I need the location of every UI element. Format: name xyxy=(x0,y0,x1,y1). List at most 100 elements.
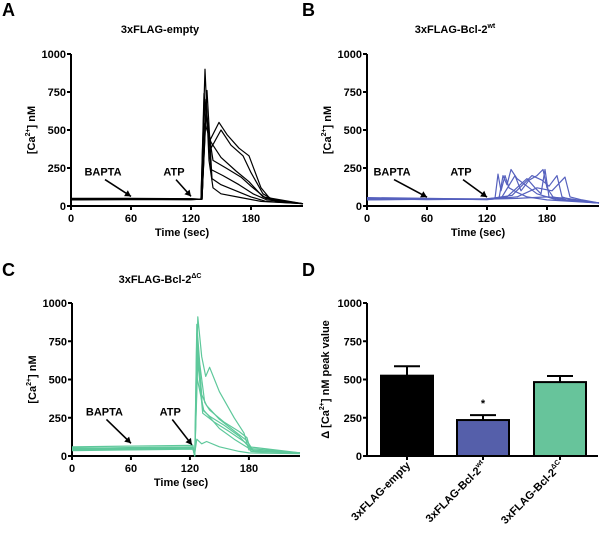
y-axis-label-part: ] nM xyxy=(322,106,334,129)
panel-a: A 0 250 500 750 1000 3xFLAG-empty 0 60 120 180 Time… xyxy=(2,0,304,239)
traces xyxy=(70,68,304,205)
y-tick-label: 250 xyxy=(48,163,66,175)
x-tick-label: 60 xyxy=(125,463,137,475)
trace-line xyxy=(71,438,301,455)
y-tick-label: 250 xyxy=(344,413,362,425)
trace-line xyxy=(70,92,304,205)
y-axis-label: Δ [Ca2+] nM peak value xyxy=(319,320,332,439)
x-tick-label: 60 xyxy=(421,213,433,225)
y-axis-label: [Ca2+] nM xyxy=(26,355,39,403)
trace-line xyxy=(71,348,301,457)
y-tick-label: 0 xyxy=(356,451,362,463)
y-tick-label: 0 xyxy=(356,201,362,213)
chart-title: 3xFLAG-empty xyxy=(121,24,200,36)
y-axis-label-part: [Ca xyxy=(322,136,334,155)
chart-title-text: 3xFLAG-empty xyxy=(121,24,200,36)
y-tick-label: 750 xyxy=(48,87,66,99)
annotation-atp: ATP xyxy=(450,167,471,179)
panel-letter: B xyxy=(302,0,315,20)
arrow-head-icon xyxy=(124,436,131,444)
x-tick-label: 180 xyxy=(240,463,258,475)
bar xyxy=(380,374,434,457)
y-axis-label-sup: 2+ xyxy=(319,402,326,410)
arrow-head-icon xyxy=(184,189,191,197)
x-tick-label: 0 xyxy=(68,213,74,225)
category-label: 3xFLAG-Bcl-2wt xyxy=(423,458,490,525)
y-tick-label: 250 xyxy=(344,163,362,175)
y-tick-label: 750 xyxy=(344,336,362,348)
y-tick-label: 1000 xyxy=(42,49,66,61)
y-axis-label-part: ] nM peak value xyxy=(320,320,332,402)
x-axis-label: Time (sec) xyxy=(155,227,210,239)
trace-line xyxy=(70,68,304,205)
y-tick-label: 1000 xyxy=(338,49,362,61)
y-tick-label: 0 xyxy=(61,451,67,463)
bar xyxy=(456,419,510,458)
annotation-atp: ATP xyxy=(163,167,184,179)
trace-line xyxy=(366,196,600,204)
annotation-bapta: BAPTA xyxy=(84,167,121,179)
x-tick-label: 0 xyxy=(69,463,75,475)
y-axis-label-sup: 2+ xyxy=(26,378,33,386)
panel-letter: A xyxy=(2,0,15,20)
category-label-superscript: ΔC xyxy=(550,459,562,471)
traces xyxy=(71,316,301,457)
chart-title: 3xFLAG-Bcl-2ΔC xyxy=(119,273,202,286)
y-tick-label: 1000 xyxy=(43,298,67,310)
category-label: 3xFLAG-Bcl-2ΔC xyxy=(498,459,566,527)
panel-d: D 0 250 500 750 1000 Δ [Ca2+] nM peak value 3xF… xyxy=(302,260,598,527)
chart-title-text: 3xFLAG-Bcl-2 xyxy=(119,274,192,286)
panel-letter: C xyxy=(2,260,15,280)
trace-line xyxy=(70,89,304,205)
annotation-atp: ATP xyxy=(160,406,181,418)
category-label-text: 3xFLAG-Bcl-2 xyxy=(424,465,484,525)
y-axis-label-part: [Ca xyxy=(26,136,38,155)
y-tick-label: 1000 xyxy=(338,298,362,310)
x-tick-label: 120 xyxy=(181,463,199,475)
y-tick-label: 500 xyxy=(344,125,362,137)
trace-line xyxy=(70,106,304,205)
trace-line xyxy=(71,333,301,457)
panel-c: C 0 250 500 750 1000 3xFLAG-Bcl-2ΔC 0 60 120 180 Ti… xyxy=(2,260,301,489)
x-axis-label: Time (sec) xyxy=(154,477,209,489)
chart-title-superscript: ΔC xyxy=(191,273,201,280)
y-axis-label-part: ] nM xyxy=(26,106,38,129)
chart-title-superscript: wt xyxy=(486,23,495,30)
x-tick-label: 0 xyxy=(364,213,370,225)
y-tick-label: 750 xyxy=(49,336,67,348)
y-axis-label-sup: 2+ xyxy=(321,128,328,136)
x-tick-label: 60 xyxy=(125,213,137,225)
trace-line xyxy=(71,316,301,457)
significance-marker: * xyxy=(481,398,486,410)
y-axis-label: [Ca2+] nM xyxy=(321,106,334,154)
x-axis-label: Time (sec) xyxy=(451,227,506,239)
category-label: 3xFLAG-empty xyxy=(349,459,413,523)
annotation-bapta: BAPTA xyxy=(373,167,410,179)
annotation-bapta: BAPTA xyxy=(86,406,123,418)
y-tick-label: 500 xyxy=(48,125,66,137)
x-tick-label: 180 xyxy=(538,213,556,225)
bar xyxy=(533,381,587,458)
category-label-text: 3xFLAG-Bcl-2 xyxy=(499,467,559,527)
category-label-text: 3xFLAG-empty xyxy=(349,459,413,523)
x-tick-label: 120 xyxy=(182,213,200,225)
trace-line xyxy=(70,114,304,205)
arrow-head-icon xyxy=(420,191,427,198)
y-tick-label: 0 xyxy=(60,201,66,213)
chart-title-text: 3xFLAG-Bcl-2 xyxy=(415,24,488,36)
trace-line xyxy=(71,99,304,205)
arrow-head-icon xyxy=(480,190,487,198)
traces xyxy=(366,168,600,204)
y-axis-label-part: ] nM xyxy=(27,355,39,378)
panel-letter: D xyxy=(302,260,315,280)
y-tick-label: 250 xyxy=(49,413,67,425)
x-tick-label: 120 xyxy=(478,213,496,225)
y-axis-label-sup: 2+ xyxy=(25,128,32,136)
chart-title: 3xFLAG-Bcl-2wt xyxy=(415,23,496,36)
y-tick-label: 500 xyxy=(49,375,67,387)
y-tick-label: 500 xyxy=(344,375,362,387)
y-axis-label: [Ca2+] nM xyxy=(25,106,38,154)
category-label-superscript: wt xyxy=(474,458,486,470)
panel-b: B 0 250 500 750 1000 3xFLAG-Bcl-2wt 0 60 120 180 Ti… xyxy=(302,0,600,239)
